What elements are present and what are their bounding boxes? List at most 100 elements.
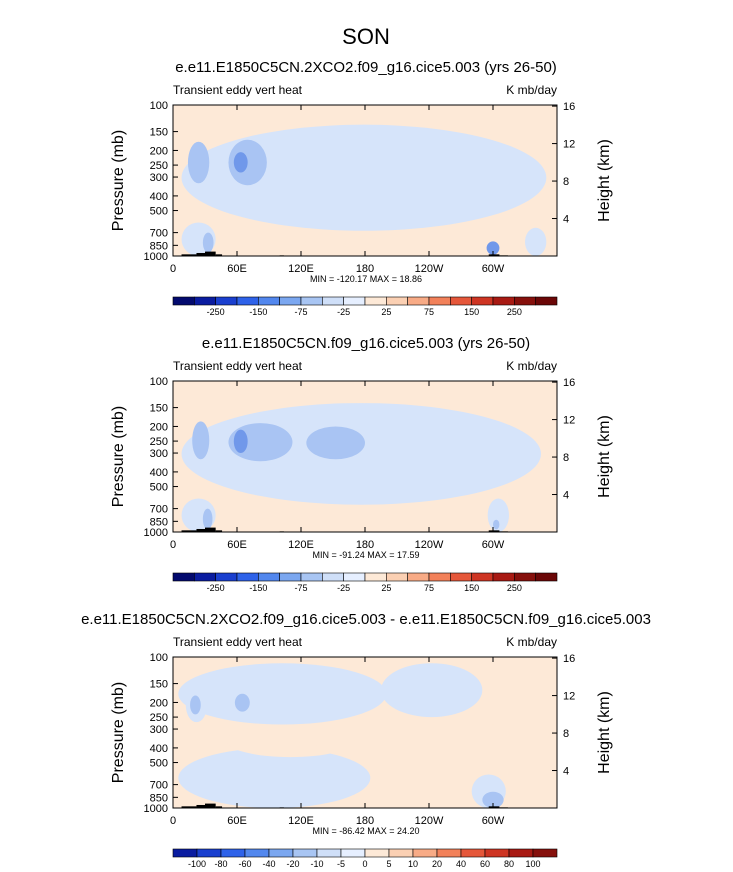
- x-tick-label: 180: [356, 263, 374, 275]
- panel-3: e.e11.E1850C5CN.2XCO2.f09_g16.cice5.003 …: [81, 611, 651, 869]
- contour-region: [228, 139, 267, 186]
- contour-region: [487, 498, 510, 532]
- colorbar-box: [268, 848, 294, 858]
- colorbar-box: [279, 296, 302, 306]
- panel-title: e.e11.E1850C5CN.2XCO2.f09_g16.cice5.003 …: [81, 611, 651, 628]
- y-tick-label: 500: [150, 758, 168, 770]
- y-tick-label: 100: [150, 652, 168, 664]
- colorbar-box: [364, 848, 390, 858]
- colorbar-label: 80: [504, 859, 514, 869]
- colorbar-box: [236, 296, 259, 306]
- terrain-mask: [181, 254, 197, 256]
- figure-title: SON: [342, 24, 390, 49]
- colorbar-label: -75: [294, 307, 307, 317]
- colorbar-box: [428, 296, 451, 306]
- y-axis-title: Pressure (mb): [110, 406, 127, 507]
- contour-region: [306, 426, 365, 460]
- terrain-mask: [196, 528, 205, 532]
- terrain-mask: [181, 530, 197, 532]
- y2-tick-label: 16: [563, 377, 575, 389]
- x-tick-label: 120E: [288, 815, 314, 827]
- y2-axis-title: Height (km): [596, 415, 613, 498]
- contour-region: [484, 724, 502, 758]
- contour-region: [487, 797, 497, 808]
- colorbar-label: -75: [294, 583, 307, 593]
- colorbar-label: 60: [480, 859, 490, 869]
- colorbar-label: 0: [362, 859, 367, 869]
- y2-tick-label: 8: [563, 728, 569, 740]
- y-tick-label: 200: [150, 421, 168, 433]
- colorbar-label: -80: [214, 859, 227, 869]
- contour-region: [202, 508, 213, 530]
- colorbar-box: [450, 296, 472, 306]
- colorbar-box: [412, 848, 438, 858]
- contour-region: [190, 695, 201, 715]
- y-tick-label: 850: [150, 792, 168, 804]
- colorbar-box: [436, 848, 462, 858]
- terrain-mask: [205, 251, 216, 256]
- colorbar-box: [172, 848, 198, 858]
- y-axis-title: Pressure (mb): [110, 682, 127, 783]
- x-tick-label: 60E: [227, 263, 247, 275]
- y-tick-label: 400: [150, 743, 168, 755]
- colorbar-box: [514, 296, 536, 306]
- colorbar-label: 10: [408, 859, 418, 869]
- contour-region: [234, 693, 250, 712]
- y-tick-label: 300: [150, 172, 168, 184]
- x-tick-label: 180: [356, 539, 374, 551]
- colorbar-box: [535, 572, 558, 582]
- colorbar-box: [343, 572, 366, 582]
- colorbar-label: -20: [286, 859, 299, 869]
- colorbar-label: 150: [464, 583, 479, 593]
- colorbar: -250 -150 -75 -25 25 75 150 250: [172, 296, 558, 317]
- colorbar-box: [194, 572, 216, 582]
- colorbar-label: 25: [381, 307, 391, 317]
- colorbar-box: [258, 296, 280, 306]
- colorbar-box: [450, 572, 472, 582]
- colorbar-label: -100: [188, 859, 206, 869]
- y2-tick-label: 12: [563, 139, 575, 151]
- colorbar-box: [172, 572, 195, 582]
- y-tick-label: 200: [150, 697, 168, 709]
- panel-1: e.e11.E1850C5CN.2XCO2.f09_g16.cice5.003 …: [110, 59, 613, 317]
- contour-region: [493, 519, 500, 530]
- y-tick-label: 700: [150, 228, 168, 240]
- colorbar-box: [279, 572, 302, 582]
- colorbar-box: [428, 572, 451, 582]
- y2-axis-title: Height (km): [596, 139, 613, 222]
- units-label: K mb/day: [506, 83, 557, 97]
- y-tick-label: 250: [150, 160, 168, 172]
- y2-tick-label: 12: [563, 415, 575, 427]
- contour-region: [232, 729, 280, 748]
- contour-region: [486, 241, 500, 255]
- y2-tick-label: 12: [563, 691, 575, 703]
- contour-field: [173, 105, 557, 256]
- contour-region: [202, 232, 214, 253]
- colorbar-label: -40: [262, 859, 275, 869]
- colorbar-box: [492, 296, 515, 306]
- colorbar-box: [215, 572, 238, 582]
- colorbar-label: 20: [432, 859, 442, 869]
- terrain-mask: [488, 530, 500, 532]
- x-tick-label: 120E: [288, 263, 314, 275]
- y-tick-label: 150: [150, 679, 168, 691]
- y-axis-title: Pressure (mb): [110, 130, 127, 231]
- colorbar-box: [172, 296, 195, 306]
- colorbar: -250 -150 -75 -25 25 75 150 250: [172, 572, 558, 593]
- colorbar-box: [508, 848, 534, 858]
- terrain-mask: [215, 806, 223, 808]
- colorbar-box: [196, 848, 222, 858]
- y2-axis-title: Height (km): [596, 691, 613, 774]
- units-label: K mb/day: [506, 635, 557, 649]
- colorbar-box: [364, 572, 387, 582]
- y2-tick-label: 8: [563, 176, 569, 188]
- y-tick-label: 300: [150, 448, 168, 460]
- x-tick-label: 60E: [227, 539, 247, 551]
- colorbar-box: [340, 848, 366, 858]
- colorbar-box: [386, 296, 408, 306]
- colorbar-box: [258, 572, 280, 582]
- x-tick-label: 0: [170, 815, 176, 827]
- colorbar-label: 5: [386, 859, 391, 869]
- colorbar-box: [322, 296, 344, 306]
- colorbar-label: -10: [310, 859, 323, 869]
